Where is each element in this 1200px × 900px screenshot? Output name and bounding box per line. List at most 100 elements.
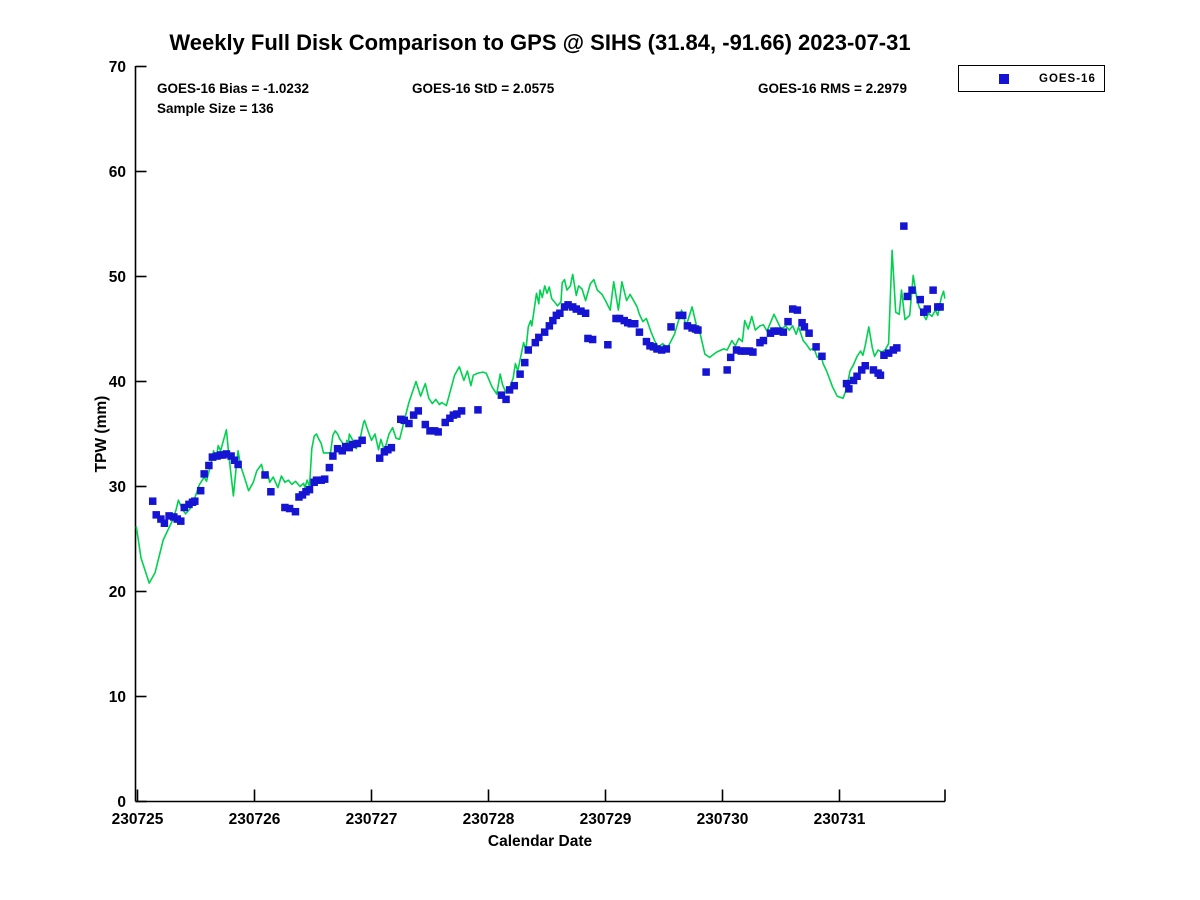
goes16-data-point xyxy=(923,305,931,313)
x-tick-label: 230730 xyxy=(697,811,749,828)
goes16-data-point xyxy=(861,362,869,370)
stat-std: GOES-16 StD = 2.0575 xyxy=(412,81,555,96)
goes16-data-point xyxy=(312,476,321,484)
goes16-data-point xyxy=(784,317,792,326)
y-tick-label: 70 xyxy=(109,59,126,76)
goes16-data-point xyxy=(545,322,554,330)
x-axis-label: Calendar Date xyxy=(487,833,593,850)
goes16-data-point xyxy=(157,515,165,523)
goes16-data-point xyxy=(200,470,208,478)
x-tick-label: 230727 xyxy=(346,811,398,828)
goes16-data-point xyxy=(261,471,269,479)
goes16-data-point xyxy=(441,418,449,427)
goes16-data-point xyxy=(414,407,423,415)
goes16-data-point xyxy=(900,222,908,230)
goes16-data-point xyxy=(434,428,442,436)
x-tick-label: 230725 xyxy=(112,811,164,828)
goes16-data-point xyxy=(409,411,418,419)
goes16-data-point xyxy=(325,463,334,472)
goes16-data-point xyxy=(845,385,853,393)
goes16-data-point xyxy=(531,338,540,347)
goes16-data-point xyxy=(788,305,797,313)
goes16-data-point xyxy=(798,318,806,327)
goes16-data-point xyxy=(320,475,329,483)
goes16-data-point xyxy=(234,460,242,469)
goes16-data-point xyxy=(683,322,692,330)
goes16-data-point xyxy=(635,328,644,336)
goes16-data-point xyxy=(349,440,357,449)
goes16-data-point xyxy=(549,316,557,325)
goes16-data-point xyxy=(521,358,529,367)
goes16-data-point xyxy=(604,341,612,349)
goes16-data-point xyxy=(222,450,231,458)
goes16-data-point xyxy=(732,346,741,354)
goes16-data-point xyxy=(572,305,580,313)
legend-label-goes16: GOES-16 xyxy=(1039,72,1096,85)
goes16-data-point xyxy=(642,337,651,346)
goes16-data-point xyxy=(770,327,778,335)
goes16-data-point xyxy=(818,352,826,361)
goes16-data-point xyxy=(667,323,675,331)
goes16-data-point xyxy=(884,349,893,357)
goes16-data-point xyxy=(281,503,289,512)
stat-bias: GOES-16 Bias = -1.0232 xyxy=(157,81,309,96)
goes16-data-point xyxy=(740,347,749,355)
y-tick-label: 0 xyxy=(117,794,126,811)
y-tick-label: 20 xyxy=(109,584,126,601)
goes16-data-point xyxy=(723,366,731,374)
goes16-data-point xyxy=(421,420,430,429)
goes16-data-point xyxy=(474,406,482,414)
goes16-data-point xyxy=(876,371,885,379)
goes16-data-point xyxy=(524,346,533,354)
goes16-data-point xyxy=(726,353,735,362)
goes16-data-point xyxy=(869,366,878,374)
chart-title: Weekly Full Disk Comparison to GPS @ SIH… xyxy=(169,30,911,55)
goes16-data-point xyxy=(358,436,366,445)
goes16-data-point xyxy=(540,328,549,336)
goes16-data-point xyxy=(842,379,851,388)
legend-box: GOES-16 xyxy=(958,65,1105,92)
goes16-data-point xyxy=(849,376,858,385)
goes16-data-point xyxy=(564,301,572,309)
goes16-data-point xyxy=(177,517,185,525)
goes16-data-point xyxy=(936,303,944,311)
stat-rms: GOES-16 RMS = 2.2979 xyxy=(758,81,907,96)
goes16-data-point xyxy=(812,343,820,351)
goes16-data-point xyxy=(502,395,510,404)
goes16-data-point xyxy=(208,453,217,461)
goes16-data-point xyxy=(657,346,666,354)
goes16-data-point xyxy=(497,391,506,399)
x-tick-label: 230726 xyxy=(229,811,281,828)
goes16-data-point xyxy=(333,444,342,453)
goes16-data-point xyxy=(903,292,912,301)
goes16-data-point xyxy=(857,366,866,374)
goes16-data-point xyxy=(631,320,639,328)
goes16-data-point xyxy=(678,311,687,320)
goes16-data-point xyxy=(793,306,802,314)
goes16-data-point xyxy=(584,334,592,343)
goes16-data-point xyxy=(165,512,173,520)
goes16-data-point xyxy=(615,314,624,323)
goes16-data-point xyxy=(779,328,788,336)
goes16-data-point xyxy=(880,351,888,359)
goes16-data-point xyxy=(588,335,597,344)
goes16-data-point xyxy=(662,345,671,353)
goes16-data-point xyxy=(285,504,294,513)
goes16-square-marker-icon xyxy=(999,73,1009,84)
goes16-data-point xyxy=(510,381,518,390)
goes16-data-point xyxy=(893,344,901,352)
goes16-data-point xyxy=(774,327,783,335)
y-tick-label: 10 xyxy=(109,689,126,706)
goes16-data-point xyxy=(800,323,809,331)
goes16-data-point xyxy=(205,461,213,470)
goes16-data-point xyxy=(426,427,434,435)
goes16-data-point xyxy=(453,410,461,418)
x-tick-label: 230729 xyxy=(580,811,632,828)
gps-line xyxy=(135,249,946,584)
goes16-data-point xyxy=(191,497,199,505)
goes16-data-point xyxy=(556,309,564,317)
goes16-data-point xyxy=(916,295,924,304)
goes16-data-point xyxy=(581,309,590,317)
goes16-data-point xyxy=(148,497,157,505)
